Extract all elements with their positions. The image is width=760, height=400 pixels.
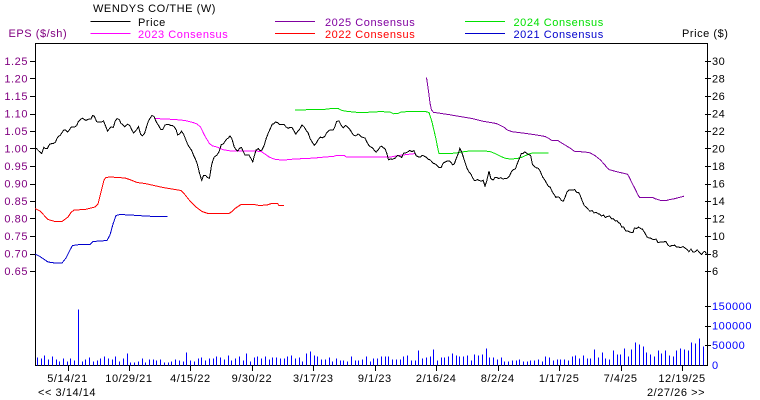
svg-text:9/1/23: 9/1/23 bbox=[358, 373, 392, 385]
svg-text:22: 22 bbox=[712, 126, 725, 138]
svg-text:1.00: 1.00 bbox=[4, 144, 28, 156]
svg-text:100000: 100000 bbox=[712, 321, 752, 333]
svg-text:24: 24 bbox=[712, 109, 725, 121]
svg-text:16: 16 bbox=[712, 179, 725, 191]
svg-text:150000: 150000 bbox=[712, 301, 752, 313]
svg-text:0.90: 0.90 bbox=[4, 179, 28, 191]
svg-text:2021 Consensus: 2021 Consensus bbox=[514, 29, 604, 41]
svg-text:1.25: 1.25 bbox=[4, 56, 28, 68]
svg-text:3/17/23: 3/17/23 bbox=[293, 373, 334, 385]
svg-text:12: 12 bbox=[712, 214, 725, 226]
svg-text:10/29/21: 10/29/21 bbox=[105, 373, 152, 385]
svg-text:1/17/25: 1/17/25 bbox=[539, 373, 580, 385]
svg-text:0: 0 bbox=[712, 360, 719, 372]
svg-text:2024 Consensus: 2024 Consensus bbox=[514, 17, 604, 29]
svg-text:28: 28 bbox=[712, 74, 725, 86]
svg-text:Price ($): Price ($) bbox=[682, 28, 729, 40]
svg-text:0.70: 0.70 bbox=[4, 249, 28, 261]
svg-text:0.85: 0.85 bbox=[4, 196, 28, 208]
svg-text:WENDYS CO/THE (W): WENDYS CO/THE (W) bbox=[93, 3, 216, 15]
svg-text:2/16/24: 2/16/24 bbox=[416, 373, 457, 385]
svg-text:0.95: 0.95 bbox=[4, 161, 28, 173]
svg-text:50000: 50000 bbox=[712, 340, 745, 352]
svg-text:0.65: 0.65 bbox=[4, 266, 28, 278]
svg-text:2/27/26 >>: 2/27/26 >> bbox=[647, 387, 705, 399]
svg-text:0.80: 0.80 bbox=[4, 214, 28, 226]
svg-text:6: 6 bbox=[712, 266, 719, 278]
svg-text:30: 30 bbox=[712, 56, 725, 68]
svg-text:20: 20 bbox=[712, 144, 725, 156]
svg-text:18: 18 bbox=[712, 161, 725, 173]
svg-text:EPS ($/sh): EPS ($/sh) bbox=[9, 28, 68, 40]
svg-text:1.20: 1.20 bbox=[4, 74, 28, 86]
svg-text:5/14/21: 5/14/21 bbox=[47, 373, 88, 385]
svg-text:2023 Consensus: 2023 Consensus bbox=[138, 29, 228, 41]
svg-text:1.15: 1.15 bbox=[4, 91, 28, 103]
svg-text:2025 Consensus: 2025 Consensus bbox=[325, 17, 415, 29]
svg-text:2022 Consensus: 2022 Consensus bbox=[325, 29, 415, 41]
svg-text:12/19/25: 12/19/25 bbox=[658, 373, 705, 385]
svg-text:26: 26 bbox=[712, 91, 725, 103]
svg-text:1.05: 1.05 bbox=[4, 126, 28, 138]
svg-text:14: 14 bbox=[712, 196, 725, 208]
svg-text:Price: Price bbox=[138, 17, 166, 29]
svg-text:0.75: 0.75 bbox=[4, 231, 28, 243]
svg-text:7/4/25: 7/4/25 bbox=[604, 373, 638, 385]
svg-text:10: 10 bbox=[712, 231, 725, 243]
svg-text:8/2/24: 8/2/24 bbox=[481, 373, 515, 385]
svg-text:4/15/22: 4/15/22 bbox=[170, 373, 211, 385]
svg-text:<< 3/14/14: << 3/14/14 bbox=[38, 387, 96, 399]
svg-text:1.10: 1.10 bbox=[4, 109, 28, 121]
svg-text:8: 8 bbox=[712, 249, 719, 261]
svg-text:9/30/22: 9/30/22 bbox=[232, 373, 273, 385]
